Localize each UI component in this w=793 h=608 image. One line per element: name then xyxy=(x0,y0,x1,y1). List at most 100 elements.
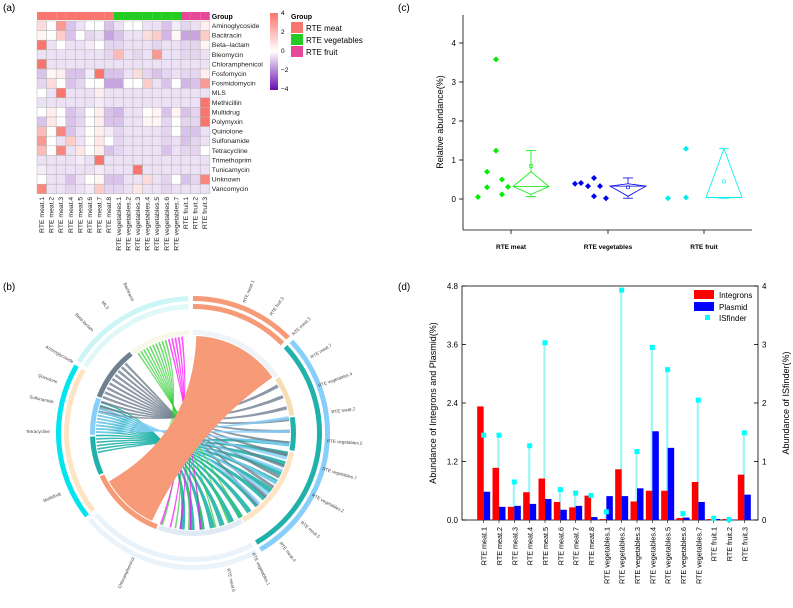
heatmap-cell xyxy=(113,59,124,70)
heatmap-cell xyxy=(55,49,67,60)
heatmap-cell xyxy=(171,135,182,147)
heatmap-cell xyxy=(161,97,172,108)
heatmap-cell xyxy=(190,145,201,156)
outer-track xyxy=(63,368,96,513)
isfinder-point xyxy=(680,511,686,517)
group-annotation-cell xyxy=(85,12,95,20)
heatmap-cell xyxy=(151,116,163,127)
heatmap-cell xyxy=(75,155,86,166)
heatmap-cell xyxy=(199,155,211,166)
row-label: Tunicamycin xyxy=(212,167,250,174)
heatmap-cell xyxy=(171,59,182,70)
chord-ribbon xyxy=(152,344,182,529)
heatmap-cell xyxy=(65,126,76,137)
column-label: RTE vegetables.1 xyxy=(116,197,123,251)
plasmid-bar xyxy=(483,491,491,520)
heatmap-cell xyxy=(65,68,76,79)
x-tick-label: RTE meat.1 xyxy=(480,527,489,565)
row-label: Tetracycline xyxy=(212,148,248,155)
heatmap-cell xyxy=(75,126,86,137)
heatmap-cell xyxy=(46,87,57,99)
heatmap-cell xyxy=(190,116,201,127)
box-mean xyxy=(722,179,726,184)
column-label: RTE fruit.2 xyxy=(193,197,200,230)
heatmap-cell xyxy=(171,30,182,41)
box-mean xyxy=(529,164,533,168)
heatmap-cell xyxy=(190,30,201,41)
heatmap-cell xyxy=(65,183,76,195)
data-point xyxy=(493,147,499,154)
heatmap-cell xyxy=(75,107,86,118)
sector-arc xyxy=(90,436,104,475)
heatmap-cell xyxy=(161,87,172,99)
data-point xyxy=(572,180,578,187)
heatmap-cell xyxy=(75,145,86,156)
heatmap-cell xyxy=(171,49,182,60)
heatmap-cell xyxy=(132,49,143,60)
heatmap-cell xyxy=(36,39,47,51)
heatmap-cell xyxy=(94,164,105,175)
heatmap-cell xyxy=(103,30,115,41)
heatmap-cell xyxy=(65,87,76,99)
heatmap-cell xyxy=(46,155,57,166)
heatmap-cell xyxy=(46,39,57,51)
sector-label: RTE meat.1 xyxy=(242,279,256,304)
heatmap-cell xyxy=(94,68,105,79)
heatmap-cell xyxy=(199,49,211,60)
y2-tick-label: 2 xyxy=(762,399,767,408)
heatmap-cell xyxy=(36,68,47,79)
chord-ribbon xyxy=(111,378,285,468)
heatmap-cell xyxy=(171,107,182,118)
y-tick-label: 3.6 xyxy=(447,341,459,350)
data-point xyxy=(578,180,584,187)
column-label: RTE vegetables.3 xyxy=(135,197,142,251)
sector-label: RTE vegetables.1 xyxy=(251,552,271,587)
sector-arc xyxy=(242,451,295,523)
heatmap-cell xyxy=(180,183,191,195)
heatmap-cell xyxy=(171,145,182,156)
heatmap-cell xyxy=(84,68,95,79)
heatmap-cell xyxy=(55,135,67,147)
sector-label: Multidrug xyxy=(42,491,61,504)
heatmap-cell xyxy=(36,135,47,147)
column-label: RTE meat.2 xyxy=(49,197,56,233)
integrons-bar xyxy=(691,481,699,520)
sector-label: MLS xyxy=(101,300,110,310)
heatmap-cell xyxy=(113,183,124,195)
heatmap-cell xyxy=(103,87,115,99)
heatmap-cell xyxy=(103,155,115,166)
heatmap-cell xyxy=(94,183,105,195)
heatmap-cell xyxy=(94,20,105,31)
heatmap-cell xyxy=(75,20,86,31)
heatmap-cell xyxy=(113,107,124,118)
heatmap-cell xyxy=(142,155,153,166)
heatmap-cell xyxy=(132,174,143,185)
heatmap-cell xyxy=(113,145,124,156)
outer-track xyxy=(259,339,331,552)
heatmap-cell xyxy=(199,30,211,41)
plasmid-bar xyxy=(683,517,690,520)
heatmap-cell xyxy=(84,78,95,89)
integrons-bar xyxy=(645,490,653,520)
heatmap-cell xyxy=(84,135,95,147)
legend-label: Plasmid xyxy=(719,303,747,312)
row-label: MLS xyxy=(212,90,226,97)
heatmap-cell xyxy=(132,116,143,127)
sector-label: RTE vegetables.7 xyxy=(322,466,358,481)
heatmap-cell xyxy=(113,39,124,51)
y-tick-label: 1.2 xyxy=(447,458,459,467)
heatmap-cell xyxy=(103,49,115,60)
sector-label: Aminoglycoside xyxy=(45,344,75,364)
heatmap-cell xyxy=(46,30,57,41)
heatmap-cell xyxy=(75,87,86,99)
legend-label: RTE meat xyxy=(306,24,343,33)
chord-ribbon-main xyxy=(108,336,273,521)
integrons-bar xyxy=(569,507,576,520)
heatmap-cell xyxy=(190,155,201,166)
heatmap-cell xyxy=(132,39,143,51)
legend-swatch xyxy=(291,46,303,57)
heatmap-cell xyxy=(84,87,95,99)
y2-tick-label: 0 xyxy=(762,516,767,525)
data-point xyxy=(591,193,597,200)
heatmap-cell xyxy=(161,107,172,118)
